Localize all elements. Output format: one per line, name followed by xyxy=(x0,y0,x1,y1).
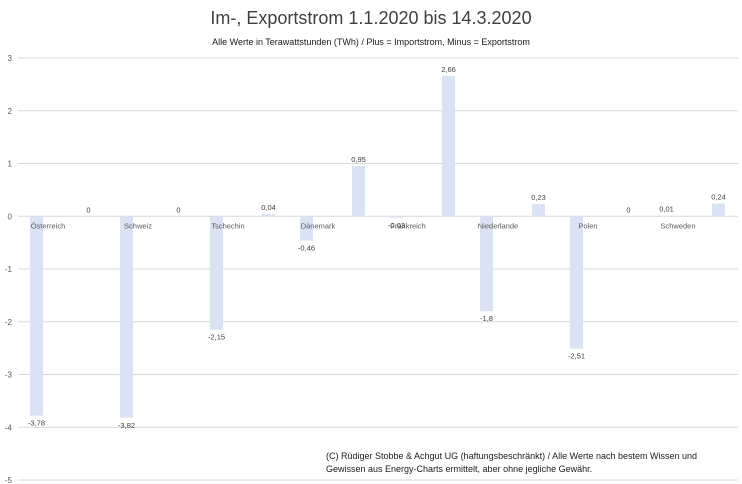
category-label: Polen xyxy=(578,221,597,230)
y-tick-label: 1 xyxy=(8,160,13,169)
data-label: -0,03 xyxy=(388,221,405,230)
y-tick-label: 3 xyxy=(8,54,13,63)
category-label: Tschechin xyxy=(211,221,244,230)
data-label: -0,46 xyxy=(298,244,315,253)
bar xyxy=(712,203,725,217)
category-label: Schweiz xyxy=(124,221,152,230)
data-label: 0,23 xyxy=(531,193,546,202)
y-tick-label: -1 xyxy=(5,265,13,274)
copyright-note: (C) Rüdiger Stobbe & Achgut UG (haftungs… xyxy=(326,451,698,474)
y-tick-label: -5 xyxy=(5,476,13,484)
category-label: Schweden xyxy=(660,221,695,230)
bar xyxy=(30,216,43,416)
bar xyxy=(352,166,365,217)
bar xyxy=(532,204,545,217)
category-label: Frankreich xyxy=(390,221,425,230)
bar xyxy=(660,215,673,217)
y-tick-label: -2 xyxy=(5,318,13,327)
category-label: Niederlande xyxy=(478,221,518,230)
data-label: -3,82 xyxy=(118,421,135,430)
data-label: 0 xyxy=(176,205,180,214)
data-label: 0,01 xyxy=(659,205,674,214)
bar xyxy=(300,216,313,241)
y-tick-label: 0 xyxy=(8,212,13,221)
bar xyxy=(570,216,583,349)
data-label: 0 xyxy=(86,205,90,214)
bar xyxy=(262,214,275,217)
chart-subtitle-text: Alle Werte in Terawattstunden (TWh) / Pl… xyxy=(207,36,535,48)
data-label: 0 xyxy=(626,205,630,214)
bar xyxy=(120,216,133,418)
data-label: -3,78 xyxy=(28,419,45,428)
category-label: Österreich xyxy=(31,221,66,230)
chart-subtitle: Alle Werte in Terawattstunden (TWh) / Pl… xyxy=(0,36,742,48)
data-label: -1,8 xyxy=(480,314,493,323)
bar xyxy=(390,216,403,218)
y-tick-label: -4 xyxy=(5,423,13,432)
bar xyxy=(210,216,223,330)
data-label: 0,24 xyxy=(711,193,726,202)
bar xyxy=(480,216,493,312)
data-label: 0,95 xyxy=(351,155,366,164)
data-label: 2,66 xyxy=(441,65,456,74)
data-label: -2,51 xyxy=(568,352,585,361)
chart-title: Im-, Exportstrom 1.1.2020 bis 14.3.2020 xyxy=(210,8,532,28)
y-tick-label: -3 xyxy=(5,371,13,380)
data-label: 0,04 xyxy=(261,203,276,212)
y-tick-label: 2 xyxy=(8,107,13,116)
category-label: Dänemark xyxy=(301,221,336,230)
bar xyxy=(442,75,455,217)
data-label: -2,15 xyxy=(208,333,225,342)
